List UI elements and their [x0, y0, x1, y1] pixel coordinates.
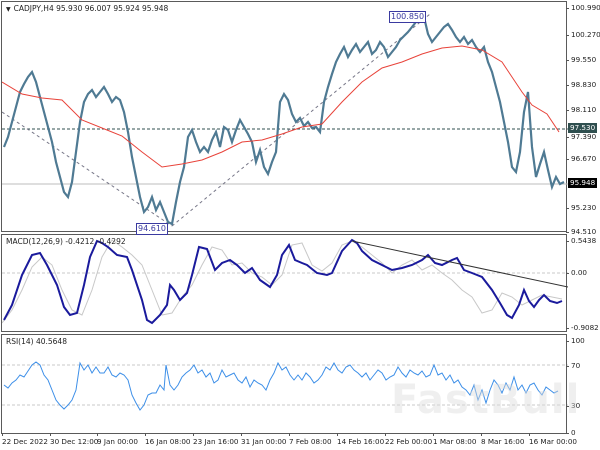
macd-plot	[2, 238, 568, 325]
price-tick: 96.670	[565, 154, 596, 163]
low-value: 95.924	[113, 4, 140, 13]
open-value: 95.930	[56, 4, 83, 13]
time-tick: 23 Jan 16:00	[193, 433, 239, 446]
macd-axis[interactable]: 0.5438 0.00 -0.9082	[565, 234, 600, 332]
time-tick: 16 Mar 00:00	[529, 433, 577, 446]
high-value: 96.007	[84, 4, 111, 13]
price-tick: 98.830	[565, 80, 596, 89]
price-tick: 95.230	[565, 203, 596, 212]
watermark-logo: FastBull	[391, 377, 581, 423]
trendline-up	[171, 13, 431, 227]
rsi-axis[interactable]: 100 70 30 0	[565, 334, 600, 437]
rsi-tick: 30	[565, 401, 580, 410]
time-tick: 8 Mar 16:00	[481, 433, 525, 446]
moving-average-line	[2, 45, 560, 168]
time-tick: 22 Dec 2022	[2, 433, 48, 446]
rsi-legend: RSI(14) 40.5648	[6, 337, 67, 346]
horizontal-level-tag: 97.530	[568, 123, 598, 133]
price-tick: 99.550	[565, 55, 596, 64]
time-tick: 31 Jan 00:00	[241, 433, 287, 446]
time-tick: 9 Jan 00:00	[97, 433, 138, 446]
price-tick: 98.110	[565, 105, 596, 114]
low-price-label[interactable]: 94.610	[136, 223, 168, 235]
macd-legend: MACD(12,26,9) -0.4212 -0.4292	[6, 237, 126, 246]
price-tick: 94.510	[565, 227, 596, 236]
rsi-plot	[2, 361, 568, 411]
current-price-tag: 95.948	[568, 178, 598, 188]
rsi-tick: 100	[566, 336, 585, 345]
time-tick: 30 Dec 12:00	[50, 433, 99, 446]
macd-tick: -0.9082	[566, 323, 599, 332]
time-tick: 1 Mar 08:00	[433, 433, 477, 446]
price-bars	[2, 15, 565, 226]
triangle-down-icon[interactable]: ▼	[6, 6, 11, 13]
high-price-label[interactable]: 100.850	[389, 11, 427, 23]
time-tick: 22 Feb 00:00	[385, 433, 433, 446]
rsi-tick: 70	[565, 361, 580, 370]
macd-pane[interactable]: MACD(12,26,9) -0.4212 -0.4292	[1, 234, 568, 332]
macd-main-line	[3, 238, 563, 325]
price-legend: ▼ CADJPY,H4 95.930 96.007 95.924 95.948	[6, 4, 168, 13]
price-tick: 97.390	[565, 132, 596, 141]
time-axis[interactable]: 22 Dec 2022 30 Dec 12:00 9 Jan 00:00 16 …	[0, 433, 577, 450]
time-tick: 16 Jan 08:00	[145, 433, 191, 446]
time-tick: 7 Feb 08:00	[289, 433, 332, 446]
price-plot	[2, 13, 568, 227]
macd-tick: 0.5438	[565, 236, 596, 245]
rsi-line	[3, 361, 559, 411]
time-tick: 14 Feb 16:00	[337, 433, 385, 446]
macd-tick: 0.00	[565, 268, 587, 277]
macd-trendline	[351, 240, 568, 288]
macd-signal-line	[2, 239, 563, 324]
rsi-tick: 0	[566, 428, 576, 437]
price-chart-pane[interactable]: ▼ CADJPY,H4 95.930 96.007 95.924 95.948 1…	[1, 1, 568, 235]
price-tick: 100.270	[566, 30, 600, 39]
symbol-label: CADJPY,H4	[13, 4, 54, 13]
price-tick: 100.990	[566, 3, 600, 12]
rsi-pane[interactable]: RSI(14) 40.5648 FastBull	[1, 334, 579, 434]
close-value: 95.948	[142, 4, 169, 13]
price-axis[interactable]: 100.990 100.270 99.550 98.830 98.110 97.…	[565, 1, 600, 236]
